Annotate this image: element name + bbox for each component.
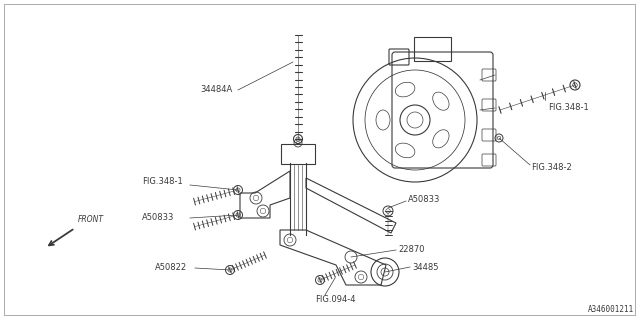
- Text: FIG.348-1: FIG.348-1: [548, 102, 589, 111]
- Text: A50822: A50822: [155, 263, 187, 273]
- Text: FRONT: FRONT: [78, 215, 104, 224]
- Text: FIG.348-1: FIG.348-1: [142, 178, 183, 187]
- Text: A50833: A50833: [408, 196, 440, 204]
- Text: A346001211: A346001211: [588, 305, 634, 314]
- Text: 34485: 34485: [412, 262, 438, 271]
- Text: A50833: A50833: [142, 213, 174, 222]
- Text: 22870: 22870: [398, 245, 424, 254]
- Text: FIG.348-2: FIG.348-2: [531, 164, 572, 172]
- Text: 34484A: 34484A: [200, 85, 232, 94]
- Text: FIG.094-4: FIG.094-4: [315, 295, 355, 305]
